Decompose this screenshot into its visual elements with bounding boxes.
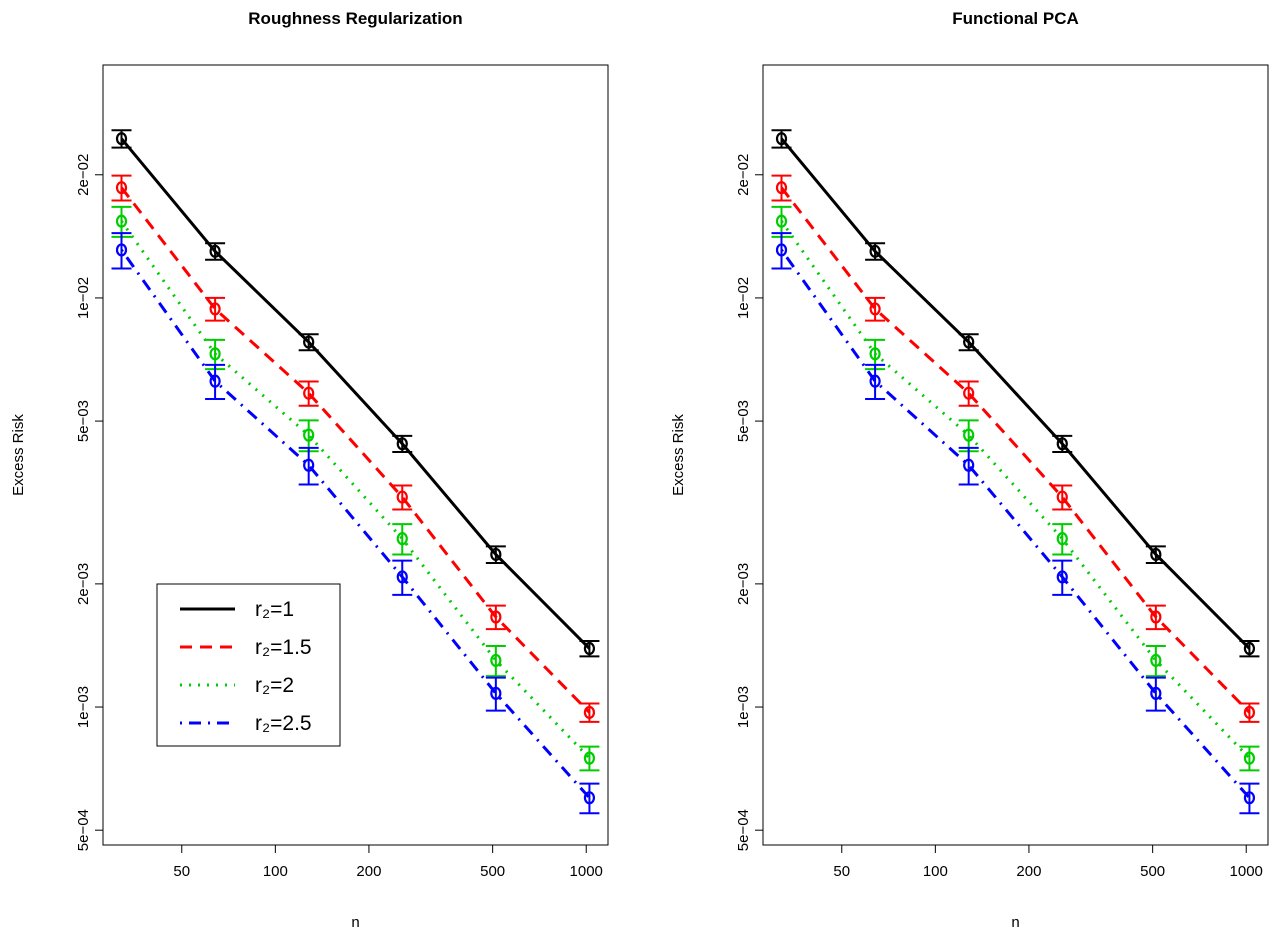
data-point — [303, 458, 315, 472]
data-point — [775, 181, 788, 195]
data-point — [963, 386, 975, 400]
chart-title: Functional PCA — [952, 9, 1079, 28]
data-point — [583, 791, 596, 805]
y-tick-label: 1e−02 — [75, 277, 92, 319]
data-point — [869, 374, 881, 388]
data-point — [775, 132, 788, 146]
data-point — [583, 705, 596, 720]
x-tick-label: 50 — [173, 863, 190, 880]
data-point — [1150, 547, 1162, 562]
data-point — [1150, 653, 1162, 668]
data-point — [396, 490, 408, 504]
y-tick-label: 2e−02 — [735, 154, 752, 196]
data-point — [963, 335, 975, 349]
panel: Roughness Regularization n Excess Risk 50 10… — [10, 9, 609, 931]
data-point — [1056, 570, 1068, 584]
x-axis-label: n — [351, 914, 359, 931]
data-point — [490, 653, 502, 668]
y-tick-label: 5e−04 — [735, 809, 752, 851]
x-tick-label: 1000 — [570, 863, 603, 880]
data-point — [490, 610, 502, 624]
series-line — [120, 220, 591, 760]
data-point — [396, 437, 408, 451]
data-point — [303, 428, 315, 442]
y-tick-label: 5e−03 — [735, 400, 752, 442]
data-point — [1243, 751, 1256, 765]
data-point — [869, 302, 881, 316]
data-point — [1150, 686, 1162, 700]
data-point — [1056, 437, 1068, 451]
data-point — [209, 347, 221, 361]
x-tick-label: 100 — [923, 863, 948, 880]
data-point — [963, 428, 975, 442]
x-axis-label: n — [1011, 914, 1019, 931]
data-point — [115, 132, 128, 146]
data-point — [775, 243, 788, 257]
data-point — [115, 243, 128, 257]
x-tick-label: 200 — [356, 863, 381, 880]
data-point — [303, 386, 315, 400]
data-point — [490, 686, 502, 700]
data-point — [1150, 610, 1162, 624]
legend-label: r₂=1 — [255, 598, 294, 621]
data-point — [869, 244, 881, 258]
x-tick-label: 1000 — [1230, 863, 1263, 880]
y-axis-label: Excess Risk — [10, 414, 27, 496]
series-line — [780, 186, 1251, 714]
data-point — [490, 547, 502, 562]
legend-label: r₂=1.5 — [255, 636, 312, 659]
data-point — [1243, 641, 1256, 656]
x-tick-label: 200 — [1016, 863, 1041, 880]
data-point — [115, 214, 128, 228]
y-axis-label: Excess Risk — [670, 414, 687, 496]
y-tick-label: 2e−02 — [75, 154, 92, 196]
data-point — [1056, 490, 1068, 504]
series-line — [780, 137, 1251, 650]
y-tick-label: 2e−03 — [75, 563, 92, 605]
data-point — [1243, 791, 1256, 805]
y-tick-label: 1e−02 — [735, 277, 752, 319]
y-tick-label: 5e−04 — [75, 809, 92, 851]
data-point — [583, 641, 596, 656]
legend: r₂=1 r₂=1.5 r₂=2 r₂=2.5 — [156, 583, 341, 747]
data-point — [396, 532, 408, 546]
data-point — [209, 302, 221, 316]
series-line — [120, 249, 591, 799]
legend-label: r₂=2 — [255, 674, 294, 697]
plot-frame — [762, 64, 1269, 846]
y-tick-label: 5e−03 — [75, 400, 92, 442]
series-line — [780, 249, 1251, 799]
y-tick-label: 2e−03 — [735, 563, 752, 605]
data-point — [869, 347, 881, 361]
x-tick-label: 50 — [833, 863, 850, 880]
data-point — [209, 374, 221, 388]
data-point — [303, 335, 315, 349]
data-point — [396, 570, 408, 584]
chart-title: Roughness Regularization — [248, 9, 462, 28]
panel: Functional PCA n Excess Risk 50 100 200 500 100… — [670, 9, 1269, 931]
data-point — [115, 181, 128, 195]
x-tick-label: 100 — [263, 863, 288, 880]
y-tick-label: 1e−03 — [75, 686, 92, 728]
y-tick-label: 1e−03 — [735, 686, 752, 728]
x-tick-label: 500 — [1140, 863, 1165, 880]
series-line — [120, 137, 591, 650]
data-point — [1243, 705, 1256, 720]
data-point — [963, 458, 975, 472]
series-line — [780, 220, 1251, 760]
legend-box — [156, 583, 341, 747]
x-tick-label: 500 — [480, 863, 505, 880]
series-line — [120, 186, 591, 714]
legend-label: r₂=2.5 — [255, 712, 312, 735]
data-point — [583, 751, 596, 765]
data-point — [775, 214, 788, 228]
data-point — [1056, 532, 1068, 546]
data-point — [209, 244, 221, 258]
